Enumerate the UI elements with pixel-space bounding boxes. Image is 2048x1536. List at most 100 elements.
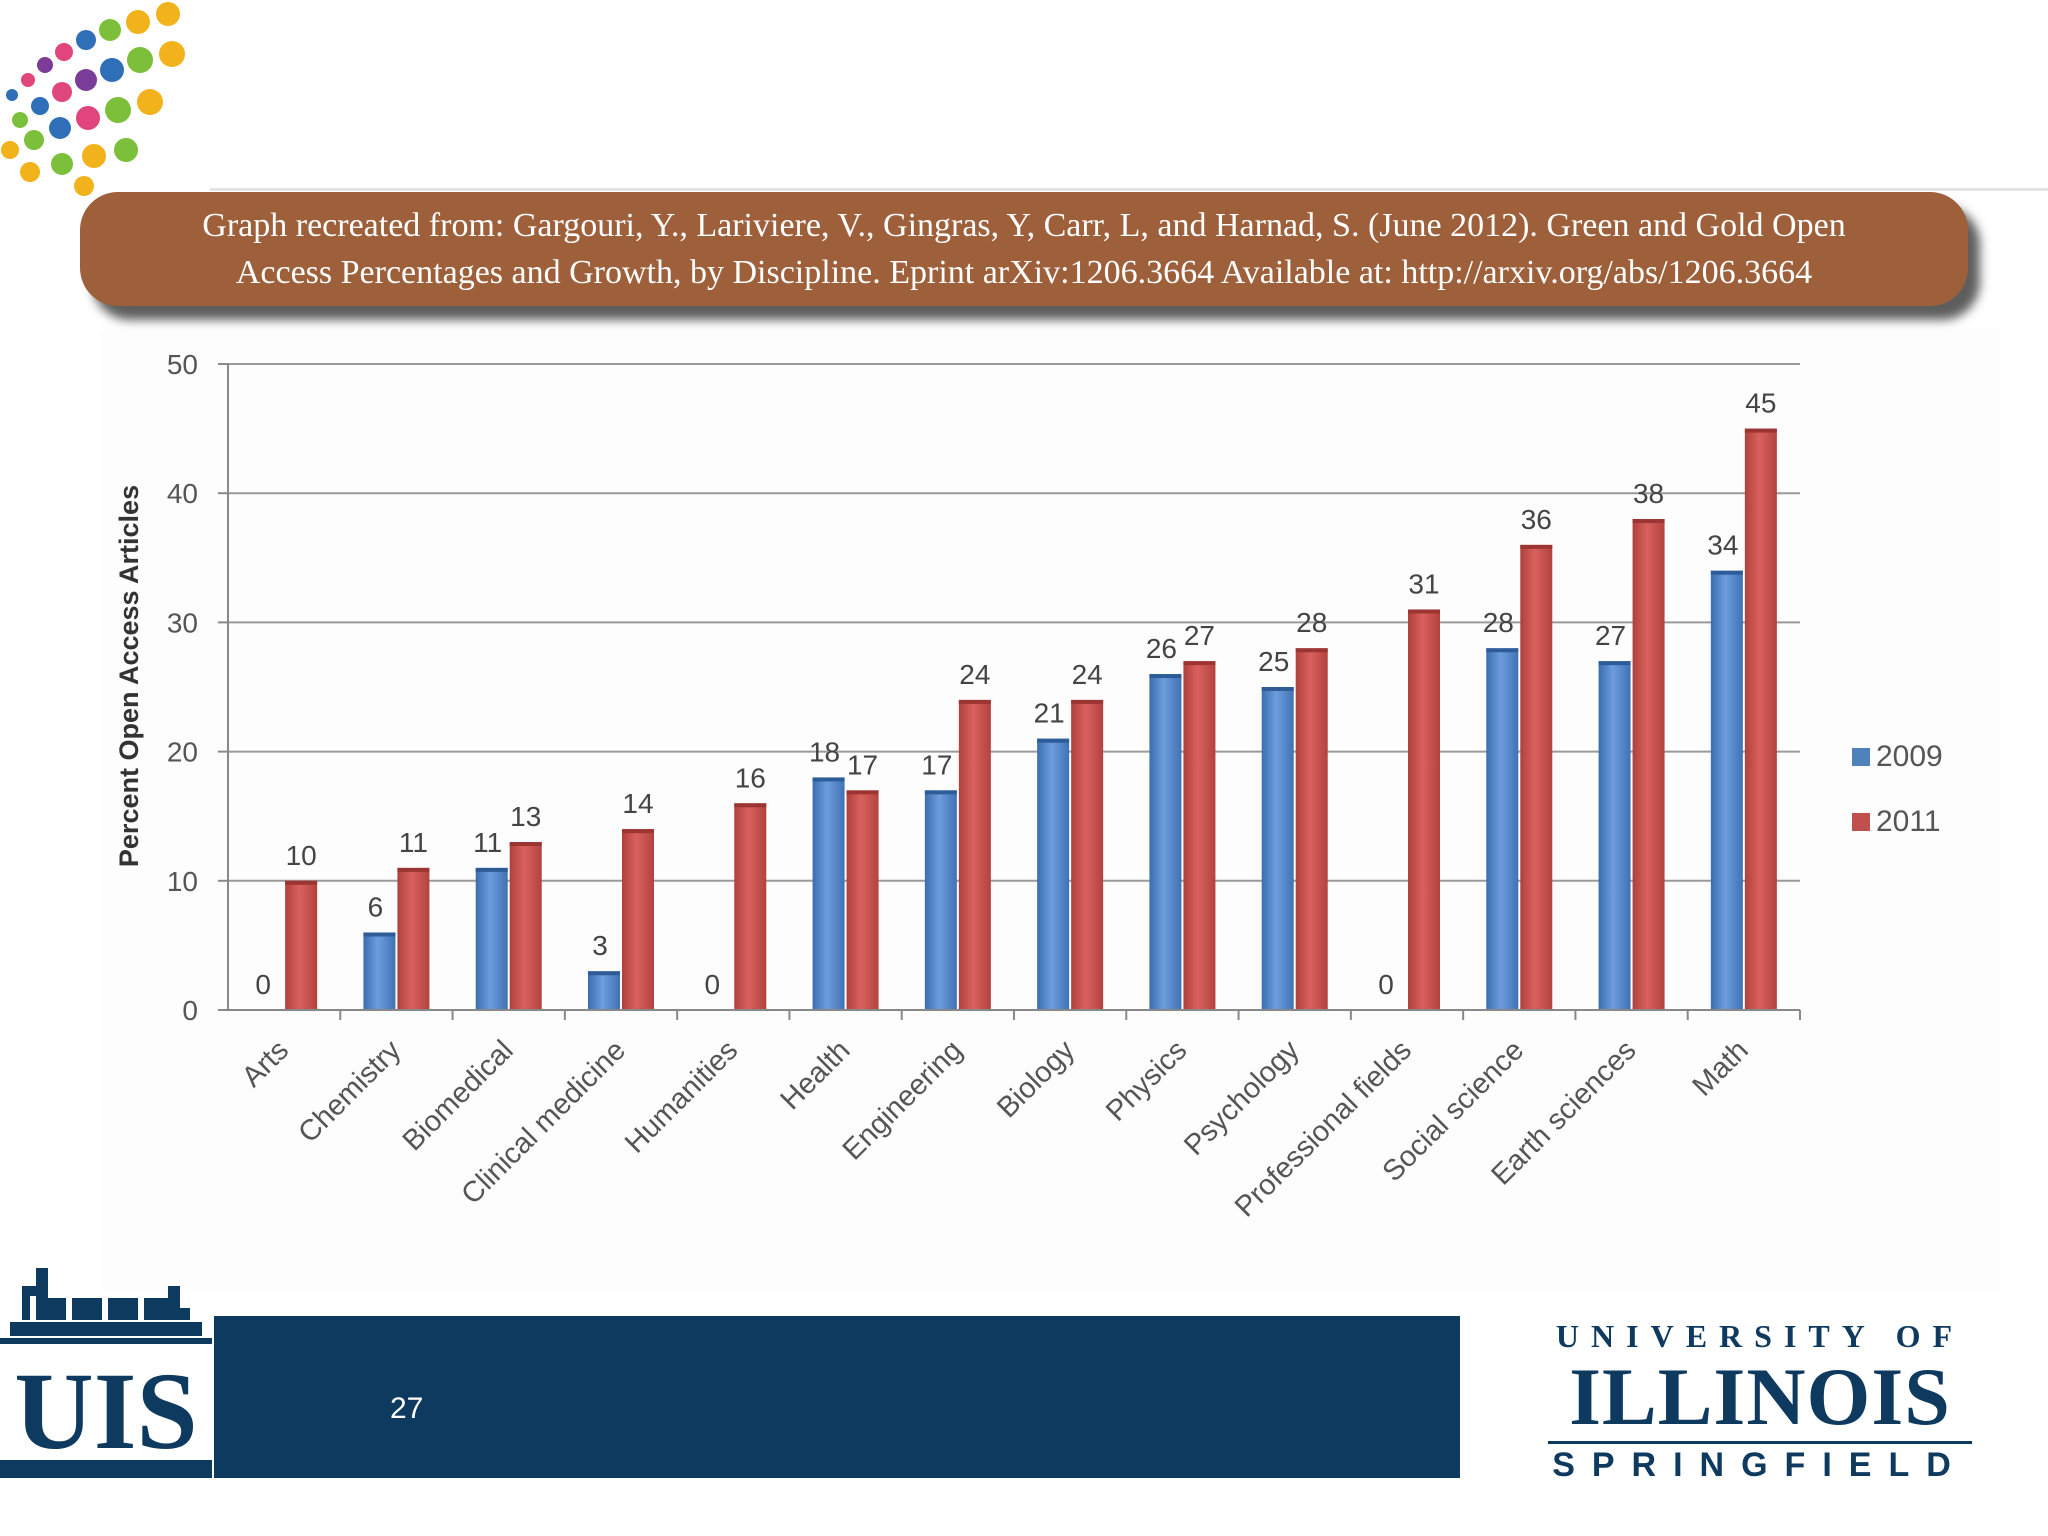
bar-2011	[1744, 428, 1777, 1011]
footer-bar	[214, 1316, 1460, 1478]
bar-cap-2011	[846, 790, 879, 795]
data-label-2011: 36	[1521, 504, 1552, 535]
x-category-label: Math	[1687, 1034, 1755, 1102]
wordmark-springfield: SPRINGFIELD	[1552, 1446, 1968, 1484]
bar-cap-2009	[1598, 661, 1631, 666]
logo-petals	[1, 2, 185, 196]
x-category-label: Health	[775, 1034, 857, 1116]
bar-2009	[1710, 570, 1743, 1010]
bar-cap-2009	[1486, 648, 1519, 653]
bar-2011	[1408, 609, 1440, 1010]
y-tick-label: 30	[167, 607, 198, 638]
bar-2011	[846, 790, 879, 1010]
data-label-2009: 25	[1258, 646, 1289, 677]
legend-label-2009: 2009	[1876, 740, 1943, 773]
bar-cap-2009	[1149, 674, 1182, 679]
bar-cap-2011	[622, 829, 654, 834]
bar-cap-2011	[1520, 544, 1553, 549]
university-wordmark: UNIVERSITY OF ILLINOIS SPRINGFIELD	[1548, 1318, 1972, 1485]
conference-logo-burst	[1, 2, 185, 196]
data-label-2011: 17	[847, 749, 878, 780]
citation-line-1: Graph recreated from: Gargouri, Y., Lari…	[202, 207, 1846, 244]
bar-cap-2011	[397, 867, 430, 872]
data-label-2009: 26	[1146, 633, 1177, 664]
bar-cap-2009	[363, 932, 396, 937]
bar-cap-2011	[1632, 519, 1665, 524]
data-label-2009: 27	[1595, 620, 1626, 651]
data-label-2009: 17	[921, 749, 952, 780]
data-label-2011: 13	[510, 801, 541, 832]
bar-2009	[588, 971, 620, 1010]
data-label-2011: 11	[399, 827, 428, 858]
x-category-label: Biomedical	[397, 1034, 520, 1157]
bar-cap-2009	[924, 790, 957, 795]
data-label-2009: 6	[368, 891, 384, 922]
bar-2009	[1261, 687, 1294, 1010]
x-category-label: Humanities	[619, 1034, 744, 1159]
data-label-2011: 16	[735, 762, 766, 793]
bars	[285, 428, 1777, 1011]
y-axis-title: Percent Open Access Articles	[114, 485, 144, 867]
data-label-2009: 0	[1378, 969, 1394, 1000]
bar-cap-2011	[1408, 609, 1440, 614]
bar-2011	[622, 829, 654, 1010]
data-label-2011: 14	[622, 788, 653, 819]
data-label-2011: 45	[1745, 388, 1776, 419]
bar-cap-2011	[958, 699, 991, 704]
bar-cap-2009	[812, 777, 845, 782]
data-label-2011: 38	[1633, 478, 1664, 509]
bar-cap-2011	[1071, 699, 1104, 704]
gridlines	[228, 363, 1800, 882]
bar-2009	[1037, 738, 1070, 1010]
data-label-2009: 28	[1483, 607, 1514, 638]
bar-2009	[1149, 674, 1182, 1010]
x-category-label: Arts	[236, 1034, 295, 1093]
wordmark-university-of: UNIVERSITY OF	[1555, 1318, 1965, 1354]
uis-logo: UIS	[0, 1268, 212, 1482]
bar-2011	[1632, 519, 1665, 1010]
bar-2011	[1295, 648, 1328, 1010]
data-label-2009: 3	[592, 930, 608, 961]
data-label-2011: 24	[1072, 659, 1103, 690]
data-label-2009: 18	[809, 736, 840, 767]
data-label-2009: 0	[255, 969, 271, 1000]
page-number: 27	[390, 1392, 424, 1425]
citation-banner: Graph recreated from: Gargouri, Y., Lari…	[80, 192, 1968, 306]
bar-2011	[285, 880, 318, 1010]
bar-cap-2011	[509, 842, 542, 847]
data-label-2011: 27	[1184, 620, 1215, 651]
bar-cap-2011	[1295, 648, 1328, 653]
x-category-label: Physics	[1100, 1034, 1193, 1127]
bar-2011	[1183, 661, 1216, 1010]
data-label-2011: 10	[286, 840, 317, 871]
legend-swatch-2011	[1852, 813, 1870, 831]
bar-2009	[1598, 661, 1631, 1010]
data-label-2009: 34	[1707, 530, 1738, 561]
x-category-label: Biology	[991, 1034, 1081, 1124]
bar-cap-2009	[475, 867, 508, 872]
citation-line-2: Access Percentages and Growth, by Discip…	[235, 254, 1813, 291]
legend-swatch-2009	[1852, 748, 1870, 766]
bar-2009	[1486, 648, 1519, 1010]
y-tick-label: 40	[167, 478, 198, 509]
y-tick-label: 0	[182, 995, 198, 1026]
wordmark-illinois: ILLINOIS	[1569, 1351, 1951, 1442]
bar-cap-2009	[1037, 738, 1070, 743]
bar-2011	[958, 699, 991, 1010]
data-label-2009: 21	[1034, 698, 1065, 729]
y-tick-label: 20	[167, 737, 198, 768]
bar-2011	[1520, 544, 1553, 1010]
data-label-2011: 31	[1408, 568, 1439, 599]
bar-cap-2009	[1261, 687, 1294, 691]
wordmark-rule	[1548, 1441, 1972, 1444]
bar-2009	[363, 932, 396, 1010]
x-category-label: Chemistry	[292, 1034, 407, 1149]
bar-cap-2011	[285, 880, 318, 885]
bar-cap-2009	[1710, 570, 1743, 575]
bar-cap-2011	[1744, 428, 1777, 433]
bar-2011	[509, 842, 542, 1010]
bar-2011	[734, 803, 767, 1010]
bar-cap-2011	[734, 803, 767, 808]
